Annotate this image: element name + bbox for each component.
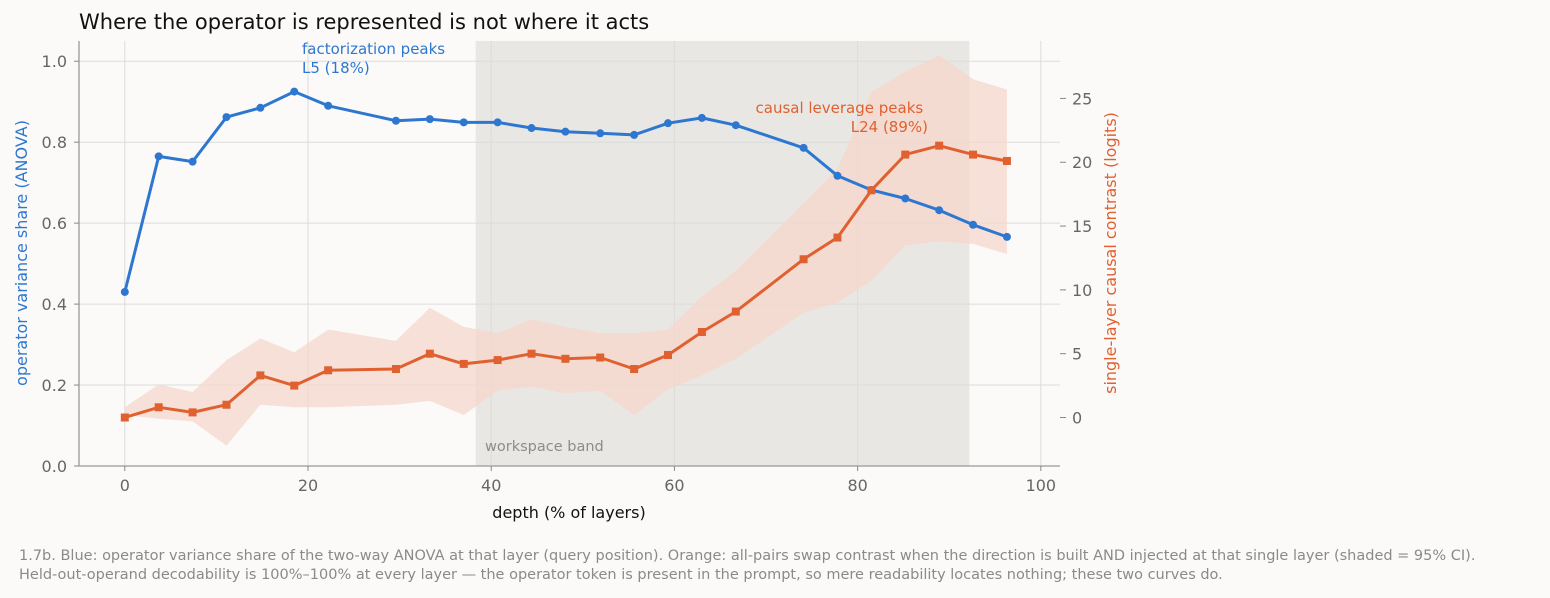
variance-share-point-11 <box>527 124 536 133</box>
x-tick-label-4: 80 <box>847 476 867 495</box>
confidence-interval-band <box>124 55 1007 446</box>
causal-leverage-peak-line-2: L24 (89%) <box>851 118 928 136</box>
y-left-tick-label-4: 0.8 <box>42 133 67 152</box>
variance-share-point-0 <box>120 287 129 296</box>
workspace-band-label: workspace band <box>485 439 604 455</box>
causal-contrast-point-22 <box>935 141 944 150</box>
y-right-tick-label-4: 20 <box>1072 153 1092 172</box>
causal-contrast-point-17 <box>731 307 740 316</box>
y-left-tick-label-0: 0.0 <box>42 457 67 476</box>
causal-leverage-peak-annotation: causal leverage peaks L24 (89%) <box>756 99 929 136</box>
causal-contrast-point-13 <box>596 353 605 362</box>
causal-contrast-point-3 <box>222 400 231 409</box>
variance-share-point-17 <box>731 121 740 130</box>
causal-contrast-point-20 <box>867 186 876 195</box>
y-right-tick-label-0: 0 <box>1072 409 1082 428</box>
causal-contrast-point-15 <box>664 350 673 359</box>
factorization-peak-line-2: L5 (18%) <box>302 59 370 77</box>
variance-share-point-2 <box>188 157 197 166</box>
variance-share-point-15 <box>664 119 673 128</box>
variance-share-point-12 <box>561 127 570 136</box>
factorization-peak-line-1: factorization peaks <box>302 40 445 58</box>
x-tick-label-1: 20 <box>298 476 318 495</box>
variance-share-point-5 <box>290 87 299 96</box>
causal-contrast-ci <box>124 55 1007 446</box>
variance-share-point-24 <box>1002 232 1011 241</box>
y-left-tick-label-3: 0.6 <box>42 214 67 233</box>
causal-contrast-point-19 <box>833 233 842 242</box>
causal-contrast-point-4 <box>256 371 265 380</box>
variance-share-point-14 <box>630 130 639 139</box>
causal-contrast-point-24 <box>1002 156 1011 165</box>
caption-line-1: 1.7b. Blue: operator variance share of t… <box>19 548 1476 564</box>
causal-leverage-peak-line-1: causal leverage peaks <box>756 99 924 117</box>
y-right-tick-label-2: 10 <box>1072 281 1092 300</box>
variance-share-point-3 <box>222 113 231 122</box>
variance-share-point-8 <box>425 115 434 124</box>
figure-caption: 1.7b. Blue: operator variance share of t… <box>19 547 1544 585</box>
variance-share-point-16 <box>697 113 706 122</box>
causal-contrast-point-2 <box>188 408 197 417</box>
causal-contrast-point-6 <box>324 366 333 375</box>
x-axis-label: depth (% of layers) <box>492 503 645 522</box>
causal-contrast-point-11 <box>527 349 536 358</box>
causal-contrast-point-14 <box>630 365 639 374</box>
variance-share-point-4 <box>256 103 265 112</box>
variance-share-point-6 <box>324 101 333 110</box>
variance-share-point-7 <box>391 116 400 125</box>
y-right-tick-label-3: 15 <box>1072 217 1092 236</box>
variance-share-point-19 <box>833 171 842 180</box>
causal-contrast-point-18 <box>799 255 808 264</box>
causal-contrast-point-21 <box>901 150 910 159</box>
causal-contrast-point-5 <box>290 381 299 390</box>
chart-title: Where the operator is represented is not… <box>79 10 649 34</box>
causal-contrast-point-10 <box>493 356 502 365</box>
causal-contrast-point-1 <box>154 403 163 412</box>
series-lines <box>120 87 1011 422</box>
variance-share-point-23 <box>969 220 978 229</box>
x-tick-label-5: 100 <box>1026 476 1057 495</box>
x-tick-label-2: 40 <box>481 476 501 495</box>
causal-contrast-point-7 <box>391 365 400 374</box>
y-right-tick-label-5: 25 <box>1072 89 1092 108</box>
y-axis-right-label: single-layer causal contrast (logits) <box>1101 112 1120 394</box>
factorization-peak-annotation: factorization peaks L5 (18%) <box>302 40 450 77</box>
causal-contrast-point-23 <box>969 150 978 159</box>
y-left-tick-label-2: 0.4 <box>42 295 67 314</box>
caption-line-2: Held-out-operand decodability is 100%–10… <box>19 567 1223 583</box>
variance-share-point-13 <box>596 129 605 138</box>
axes: 0 20 40 60 80 100 0.0 0.2 0.4 0.6 0.8 1.0 0 5 10 15 20 25 <box>42 41 1092 495</box>
variance-share-point-1 <box>154 152 163 161</box>
y-left-tick-label-5: 1.0 <box>42 52 67 71</box>
x-tick-label-3: 60 <box>664 476 684 495</box>
causal-contrast-point-9 <box>459 359 468 368</box>
causal-contrast-point-8 <box>425 349 434 358</box>
variance-share-point-10 <box>493 118 502 127</box>
causal-contrast-point-0 <box>120 413 129 422</box>
y-right-tick-label-1: 5 <box>1072 345 1082 364</box>
causal-contrast-point-12 <box>561 354 570 363</box>
variance-share-point-21 <box>901 194 910 203</box>
y-left-tick-label-1: 0.2 <box>42 376 67 395</box>
variance-share-point-18 <box>799 143 808 152</box>
y-axis-left-label: operator variance share (ANOVA) <box>12 120 31 386</box>
causal-contrast-point-16 <box>697 327 706 336</box>
variance-share-point-9 <box>459 118 468 127</box>
x-tick-label-0: 0 <box>120 476 130 495</box>
variance-share-point-22 <box>935 206 944 215</box>
